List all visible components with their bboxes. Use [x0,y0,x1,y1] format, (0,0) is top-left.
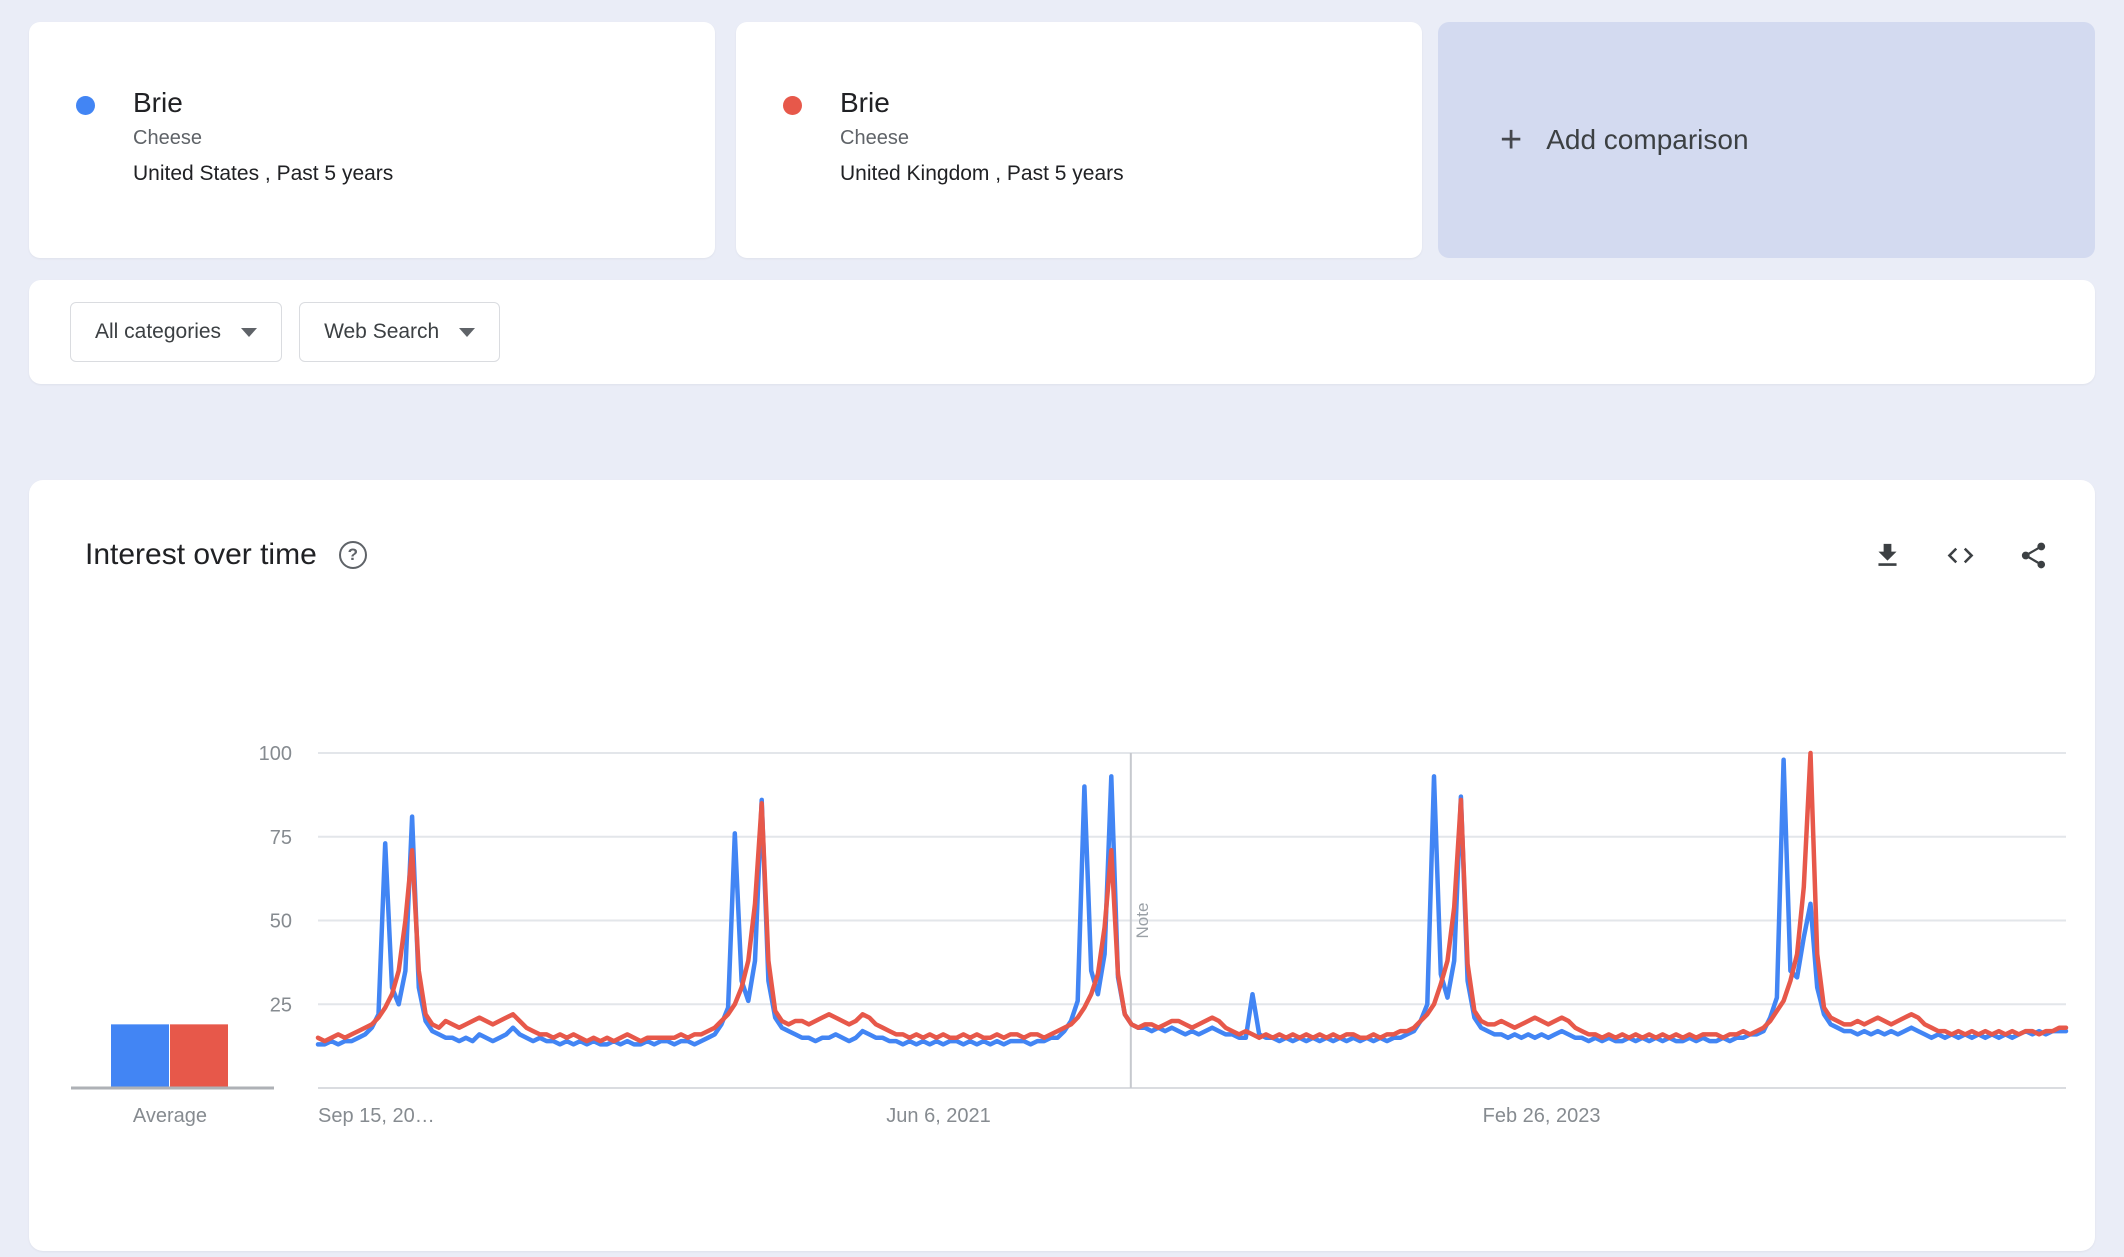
search-type-filter-label: Web Search [324,320,440,343]
term-scope: United States , Past 5 years [133,162,394,185]
comparison-cards-row: Brie Cheese United States , Past 5 years… [29,22,2095,258]
term-category: Cheese [133,127,202,149]
interest-over-time-card: Interest over time ? Average 25 50 75 100 No… [29,480,2095,1251]
term-category: Cheese [840,127,909,149]
share-icon[interactable] [2018,540,2049,571]
y-axis-tick-label: 75 [270,827,292,849]
average-bars-panel: Average [71,1024,274,1127]
trend-line [315,750,2069,1044]
search-type-filter-dropdown[interactable]: Web Search [299,302,501,362]
plus-icon: + [1500,119,1523,161]
embed-code-icon[interactable] [1945,540,1976,571]
download-icon[interactable] [1872,540,1903,571]
card-text-block: Brie Cheese United Kingdom , Past 5 year… [840,85,1124,258]
x-axis-tick-label: Sep 15, 20… [318,1105,435,1127]
x-axis-tick-label: Feb 26, 2023 [1483,1105,1601,1127]
add-comparison-button[interactable]: + Add comparison [1438,22,2095,258]
series-color-dot-red [783,96,802,115]
interest-over-time-chart[interactable]: 25 50 75 100 Note Sep 15, 20… Jun 6, 2021 Feb 2… [240,740,2072,1140]
series-color-dot-blue [76,96,95,115]
y-axis-tick-label: 50 [270,911,292,933]
search-term: Brie [133,87,183,118]
chart-header: Interest over time ? [29,480,2095,572]
chevron-down-icon [241,327,258,337]
x-axis-tick-label: Jun 6, 2021 [886,1105,991,1127]
note-marker-label[interactable]: Note [1133,903,1152,939]
y-axis-tick-label: 100 [259,743,292,765]
chart-title: Interest over time [85,538,317,571]
category-filter-dropdown[interactable]: All categories [70,302,283,362]
average-bar [170,1024,228,1088]
search-term: Brie [840,87,890,118]
average-bar [111,1024,169,1088]
help-icon[interactable]: ? [338,541,367,569]
filters-bar: All categories Web Search [29,280,2095,384]
chevron-down-icon [459,327,476,337]
category-filter-label: All categories [95,320,222,343]
comparison-card-united-states[interactable]: Brie Cheese United States , Past 5 years [29,22,715,258]
add-comparison-label: Add comparison [1546,124,1749,155]
trend-line [315,757,2069,1047]
comparison-card-united-kingdom[interactable]: Brie Cheese United Kingdom , Past 5 year… [736,22,1422,258]
card-text-block: Brie Cheese United States , Past 5 years [133,85,393,258]
term-scope: United Kingdom , Past 5 years [840,162,1124,185]
y-axis-tick-label: 25 [270,994,292,1016]
average-label: Average [133,1105,207,1127]
